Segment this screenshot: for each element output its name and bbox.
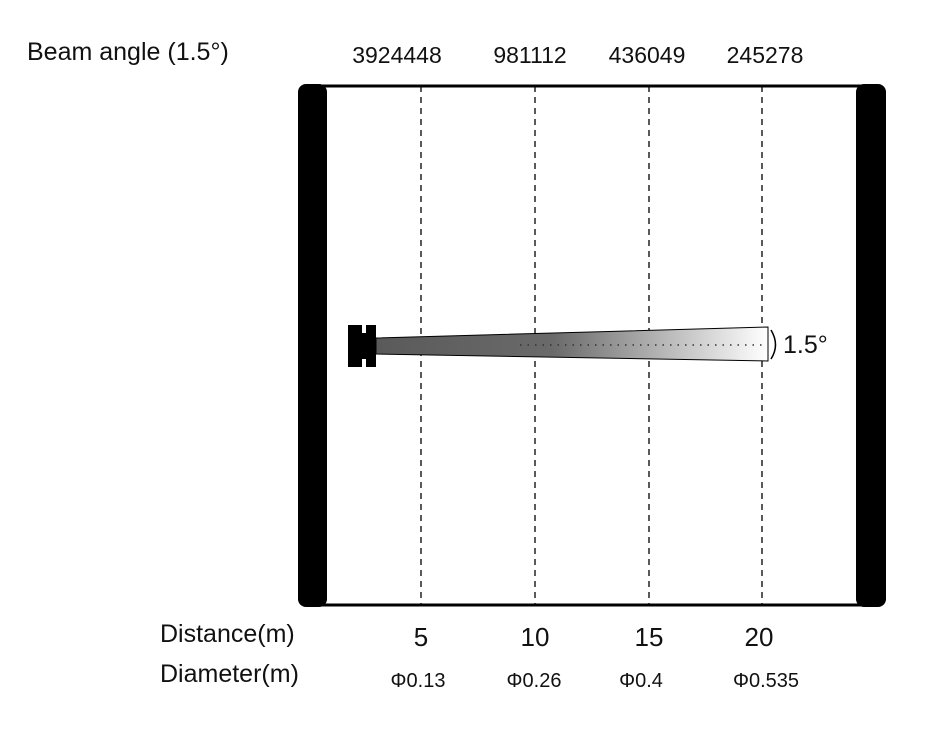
light-beam bbox=[375, 326, 769, 362]
angle-arc bbox=[770, 329, 777, 360]
distance-value: 5 bbox=[413, 622, 429, 652]
diameter-value: Φ0.4 bbox=[619, 670, 663, 692]
diameter-value: Φ0.26 bbox=[506, 670, 562, 692]
diagram-title: Beam angle (1.5°) bbox=[27, 38, 229, 66]
distance-row-label: Distance(m) bbox=[160, 620, 295, 648]
illuminance-value: 981112 bbox=[493, 42, 567, 68]
illuminance-value: 245278 bbox=[726, 42, 804, 68]
distance-value: 15 bbox=[634, 622, 664, 652]
distance-value: 20 bbox=[744, 622, 774, 652]
left-wall bbox=[298, 84, 327, 607]
diameter-value: Φ0.13 bbox=[390, 670, 446, 692]
fixture-icon bbox=[348, 325, 376, 367]
right-wall bbox=[856, 84, 886, 607]
illuminance-value: 436049 bbox=[608, 42, 686, 68]
diameter-value: Φ0.535 bbox=[732, 670, 800, 692]
distance-value: 10 bbox=[520, 622, 550, 652]
diameter-row-label: Diameter(m) bbox=[160, 660, 299, 688]
beam-angle-label: 1.5° bbox=[783, 331, 828, 359]
illuminance-value: 3924448 bbox=[352, 42, 442, 68]
